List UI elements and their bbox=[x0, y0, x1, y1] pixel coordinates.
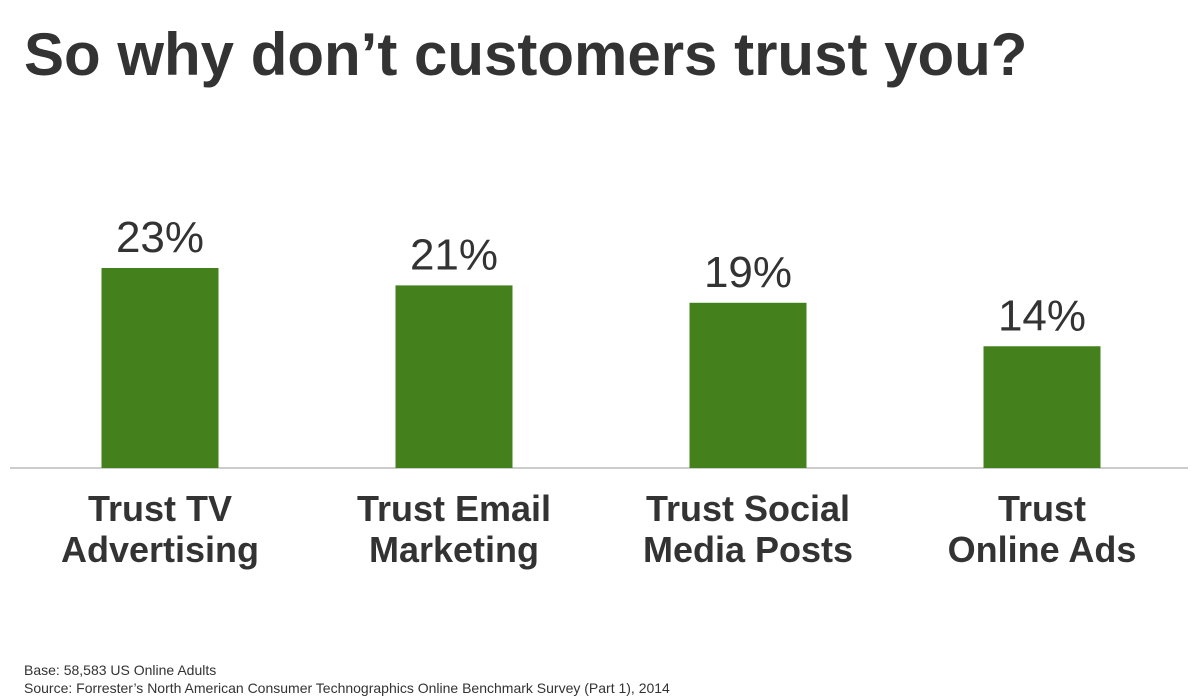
category-label-1-line-1: Trust TV bbox=[88, 488, 232, 529]
category-label-2-line-1: Trust Email bbox=[357, 488, 551, 529]
bar-4 bbox=[983, 346, 1101, 468]
page-title: So why don’t customers trust you? bbox=[24, 21, 1028, 88]
data-label-4: 14% bbox=[998, 291, 1086, 340]
category-label-3-line-2: Media Posts bbox=[643, 529, 853, 570]
category-label-3-line-1: Trust Social bbox=[646, 488, 850, 529]
footnote-source: Source: Forrester’s North American Consu… bbox=[24, 680, 670, 696]
category-label-4-line-2: Online Ads bbox=[948, 529, 1137, 570]
bar-2 bbox=[395, 285, 513, 468]
bar-3 bbox=[689, 302, 807, 468]
data-label-1: 23% bbox=[116, 213, 204, 262]
bar-1 bbox=[101, 268, 219, 468]
category-label-4-line-1: Trust bbox=[998, 488, 1086, 529]
data-label-3: 19% bbox=[704, 248, 792, 297]
category-label-2-line-2: Marketing bbox=[369, 529, 539, 570]
data-label-2: 21% bbox=[410, 230, 498, 279]
footnote-base: Base: 58,583 US Online Adults bbox=[24, 662, 217, 678]
category-label-1-line-2: Advertising bbox=[61, 529, 259, 570]
